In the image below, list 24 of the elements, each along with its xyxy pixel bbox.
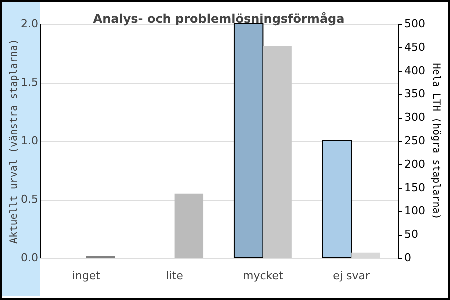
y2-axis-title: Hela LTH (högra staplarna) — [430, 63, 442, 220]
y-tick-label: 1.5 — [21, 76, 38, 89]
y-axis-title: Aktuellt urval (vänstra staplarna) — [9, 39, 20, 244]
y-tick-label: 1.0 — [21, 134, 38, 148]
y2-tick-label: 0 — [404, 252, 412, 264]
chart-title: Analys- och problemlösningsförmåga — [93, 12, 345, 26]
y-tick-label: 0.5 — [21, 193, 38, 206]
y2-tick-label: 450 — [404, 40, 426, 54]
y2-tick-label: 300 — [404, 111, 426, 124]
y2-tick-label: 50 — [404, 228, 418, 242]
y2-tick-label: 400 — [404, 64, 426, 78]
x-tick-label: ej svar — [333, 270, 370, 282]
y2-tick-label: 250 — [404, 134, 426, 148]
y2-tick-label: 350 — [404, 88, 426, 101]
y2-tick-label: 150 — [404, 181, 426, 194]
x-tick-label: mycket — [243, 270, 284, 282]
y-tick-label: 0.0 — [21, 252, 38, 264]
x-tick-label: inget — [72, 270, 102, 282]
bar — [174, 194, 204, 258]
y-tick-label: 2.0 — [21, 18, 38, 30]
y2-tick-label: 100 — [404, 204, 426, 218]
x-tick-label: lite — [166, 270, 184, 282]
y2-tick-label: 200 — [404, 158, 426, 171]
y2-tick-label: 500 — [404, 18, 426, 30]
